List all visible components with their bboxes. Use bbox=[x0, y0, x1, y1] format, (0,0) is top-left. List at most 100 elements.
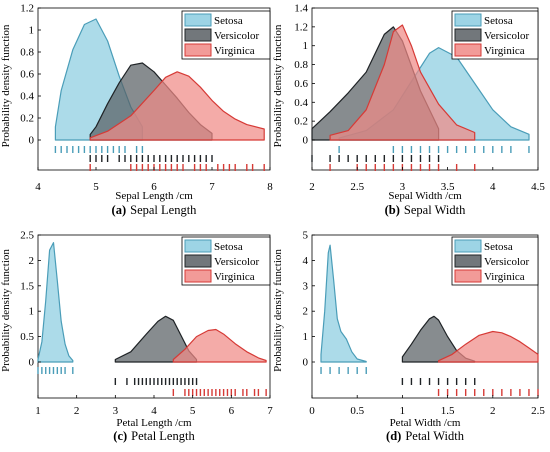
panel-caption: (d) Petal Width bbox=[386, 429, 465, 443]
axes-frame bbox=[311, 7, 539, 171]
caption-text: Sepal Length bbox=[130, 203, 197, 217]
legend: Setosa Versicolor Virginica bbox=[181, 10, 271, 60]
legend-swatch-versicolor bbox=[184, 254, 212, 268]
y-tick-label: 0.6 bbox=[20, 69, 34, 81]
y-tick-label: 1 bbox=[29, 306, 35, 318]
x-tick-label: 0.5 bbox=[350, 405, 364, 417]
panel-caption: (b) Sepal Width bbox=[385, 203, 466, 217]
panel-c: 0 0.5 1 1.5 2 2.5 1 2 3 4 5 6 7 Petal Length /cm Proba… bbox=[0, 230, 273, 444]
legend-label-virginica: Virginica bbox=[484, 45, 525, 57]
y-tick-label: 1 bbox=[303, 331, 309, 343]
y-tick-label: 0.4 bbox=[294, 97, 308, 109]
legend-swatch-virginica bbox=[184, 43, 212, 57]
density-area-setosa bbox=[37, 242, 74, 363]
legend-swatch-virginica bbox=[454, 269, 482, 283]
y-tick-label: 1.4 bbox=[294, 3, 308, 15]
y-tick-label: 1 bbox=[303, 40, 309, 52]
legend-swatch-virginica bbox=[454, 43, 482, 57]
density-area-virginica bbox=[89, 71, 265, 141]
legend-swatch-versicolor bbox=[184, 28, 212, 42]
y-tick-label: 1.5 bbox=[20, 280, 34, 292]
legend: Setosa Versicolor Virginica bbox=[451, 236, 539, 286]
y-tick-label: 0.6 bbox=[294, 78, 308, 90]
legend-label-setosa: Setosa bbox=[214, 241, 243, 253]
y-tick-label: 2 bbox=[303, 306, 309, 318]
y-axis-label: Probability density function bbox=[0, 249, 12, 372]
y-tick-label: 0 bbox=[29, 135, 35, 147]
y-tick-label: 0.4 bbox=[20, 91, 34, 103]
x-tick-label: 4 bbox=[35, 181, 41, 193]
legend-label-setosa: Setosa bbox=[484, 241, 513, 253]
y-tick-label: 2 bbox=[29, 255, 35, 267]
x-axis-label: Petal Width /cm bbox=[390, 417, 461, 429]
caption-text: Petal Width bbox=[405, 429, 464, 443]
x-tick-label: 3.5 bbox=[441, 181, 455, 193]
y-tick-label: 0.8 bbox=[20, 47, 34, 59]
x-tick-label: 4 bbox=[490, 181, 496, 193]
y-tick-label: 5 bbox=[303, 230, 309, 242]
y-tick-label: 4 bbox=[303, 255, 309, 267]
legend-label-versicolor: Versicolor bbox=[214, 30, 260, 42]
y-tick-label: 1.2 bbox=[294, 21, 308, 33]
x-tick-label: 2 bbox=[490, 405, 496, 417]
x-tick-label: 1 bbox=[400, 405, 406, 417]
x-axis-label: Petal Length /cm bbox=[116, 417, 192, 429]
legend: Setosa Versicolor Virginica bbox=[181, 236, 271, 286]
y-tick-label: 0.8 bbox=[294, 59, 308, 71]
x-axis-label: Sepal Length /cm bbox=[115, 190, 193, 202]
caption-label: (c) bbox=[113, 429, 127, 443]
panel-caption: (a) Sepal Length bbox=[112, 203, 198, 217]
y-tick-label: 0.2 bbox=[294, 116, 308, 128]
legend-label-setosa: Setosa bbox=[484, 15, 513, 27]
x-tick-label: 5 bbox=[93, 181, 99, 193]
legend-label-virginica: Virginica bbox=[484, 271, 525, 283]
x-tick-label: 8 bbox=[267, 181, 273, 193]
legend-swatch-setosa bbox=[184, 13, 212, 27]
x-tick-label: 6 bbox=[151, 181, 157, 193]
legend-label-versicolor: Versicolor bbox=[484, 30, 530, 42]
y-axis-label: Probability density function bbox=[272, 24, 284, 147]
caption-label: (b) bbox=[385, 203, 400, 217]
legend-label-setosa: Setosa bbox=[214, 15, 243, 27]
legend-swatch-virginica bbox=[184, 269, 212, 283]
legend-swatch-setosa bbox=[454, 13, 482, 27]
legend-label-versicolor: Versicolor bbox=[214, 256, 260, 268]
panel-a: 0 0.2 0.4 0.6 0.8 1 1.2 4 5 6 7 8 Sepal Length /cm Pr… bbox=[0, 3, 273, 218]
x-tick-label: 3 bbox=[113, 405, 119, 417]
x-tick-label: 0 bbox=[309, 405, 315, 417]
y-axis-label: Probability density function bbox=[0, 24, 12, 147]
y-axis-label: Probability density function bbox=[272, 249, 284, 372]
x-tick-label: 2.5 bbox=[531, 405, 545, 417]
y-tick-label: 0 bbox=[303, 135, 309, 147]
density-area-setosa bbox=[320, 244, 367, 363]
x-tick-label: 3 bbox=[400, 181, 406, 193]
panel-d: 0 1 2 3 4 5 0 0.5 1 1.5 2 2.5 Petal Width /cm Probabi… bbox=[272, 230, 545, 444]
density-area-virginica bbox=[438, 330, 539, 363]
x-tick-label: 2.5 bbox=[350, 181, 364, 193]
x-tick-label: 2 bbox=[309, 181, 315, 193]
y-tick-label: 0 bbox=[303, 357, 309, 369]
x-tick-label: 1.5 bbox=[441, 405, 455, 417]
x-tick-label: 1 bbox=[35, 405, 41, 417]
y-tick-label: 0.5 bbox=[20, 331, 34, 343]
panel-caption: (c) Petal Length bbox=[113, 429, 195, 443]
panel-b: 0 0.2 0.4 0.6 0.8 1 1.2 1.4 2 2.5 3 3.5 4 4.5 Sepal Wi… bbox=[272, 3, 545, 218]
legend-swatch-setosa bbox=[454, 239, 482, 253]
caption-label: (d) bbox=[386, 429, 401, 443]
x-tick-label: 4.5 bbox=[531, 181, 545, 193]
caption-label: (a) bbox=[112, 203, 127, 217]
caption-text: Petal Length bbox=[131, 429, 195, 443]
axes-frame bbox=[311, 234, 539, 399]
y-tick-label: 0 bbox=[29, 357, 35, 369]
y-tick-label: 2.5 bbox=[20, 230, 34, 242]
density-area-virginica bbox=[329, 24, 476, 141]
x-tick-label: 7 bbox=[267, 405, 273, 417]
legend-swatch-versicolor bbox=[454, 28, 482, 42]
density-area-virginica bbox=[172, 328, 267, 363]
legend-label-virginica: Virginica bbox=[214, 45, 255, 57]
legend-label-virginica: Virginica bbox=[214, 271, 255, 283]
x-tick-label: 4 bbox=[151, 405, 157, 417]
x-tick-label: 5 bbox=[190, 405, 196, 417]
y-tick-label: 3 bbox=[303, 280, 309, 292]
x-tick-label: 2 bbox=[74, 405, 80, 417]
